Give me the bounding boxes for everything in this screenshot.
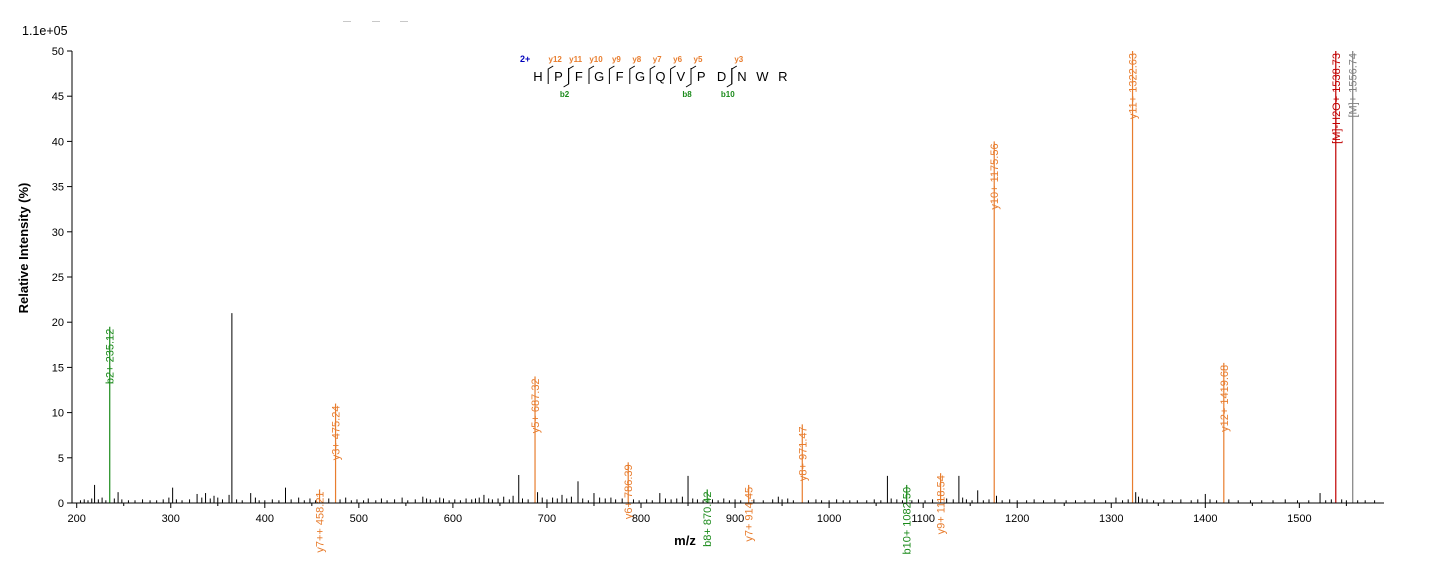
peak-label: y12+ 1419.68 — [1219, 365, 1231, 432]
residue: F — [575, 69, 583, 84]
y-ion-label: y12 — [549, 55, 563, 64]
peak-label: y8+ 971.47 — [797, 426, 809, 481]
y-ion-bracket — [649, 65, 656, 84]
residue: G — [635, 69, 645, 84]
x-tick-label: 600 — [444, 513, 462, 525]
b-ion-label: b8 — [682, 90, 692, 99]
y-tick-label: 10 — [52, 408, 64, 420]
b-ion-label: b2 — [560, 90, 570, 99]
y-ion-label: y8 — [632, 55, 641, 64]
x-tick-label: 1500 — [1287, 513, 1311, 525]
y-tick-label: 40 — [52, 136, 64, 148]
peak-label: y3+ 475.24 — [331, 406, 343, 461]
x-tick-label: 500 — [350, 513, 368, 525]
x-tick-label: 1100 — [911, 513, 935, 525]
peak-label: b10+ 1082.50 — [902, 487, 914, 555]
peak-label: [M]+ 1556.74 — [1348, 53, 1360, 118]
x-tick-label: 300 — [162, 513, 180, 525]
y-ion-label: y3 — [734, 55, 743, 64]
residue: W — [756, 69, 769, 84]
x-tick-label: 1000 — [817, 513, 841, 525]
residue: P — [554, 69, 563, 84]
x-tick-label: 900 — [726, 513, 744, 525]
unlabeled-peaks-group — [79, 313, 1376, 503]
residue: P — [697, 69, 706, 84]
x-tick-label: 800 — [632, 513, 650, 525]
peak-label: [M]-H2O+ 1538.73 — [1331, 53, 1343, 144]
y-tick-label: 15 — [52, 362, 64, 374]
residue: G — [594, 69, 604, 84]
charge-state-label: 2+ — [520, 54, 530, 64]
labeled-peaks-group: b2+ 235.12 y7++ 458.21 y3+ 475.24 y5+ 687.3… — [105, 51, 1360, 555]
y-ion-bracket — [568, 65, 574, 84]
residue: F — [616, 69, 624, 84]
y-ion-bracket — [690, 65, 697, 84]
y-tick-label: 45 — [52, 91, 64, 103]
y-ion-bracket — [629, 65, 636, 84]
y-axis-title: Relative Intensity (%) — [16, 183, 31, 314]
peak-label: b8+ 870.42 — [702, 491, 714, 546]
residue: Q — [655, 69, 665, 84]
y-ion-label: y11 — [569, 55, 582, 64]
y-ion-label: y5 — [694, 55, 703, 64]
intensity-scale-label: 1.1e+05 — [22, 24, 68, 38]
y-ion-bracket — [731, 65, 738, 84]
y-tick-label: 25 — [52, 272, 64, 284]
axes-group: 0 5 10 15 20 25 30 35 40 45 50 200 300 400 500 600 700 80… — [52, 46, 1384, 525]
y-ion-bracket — [608, 65, 615, 84]
residue: N — [737, 69, 746, 84]
x-tick-label: 200 — [68, 513, 86, 525]
x-tick-label: 1300 — [1099, 513, 1123, 525]
b-ion-bracket — [726, 68, 733, 88]
y-ion-bracket — [547, 65, 554, 84]
header-dash-2 — [372, 21, 380, 22]
y-tick-label: 20 — [52, 317, 64, 329]
y-ion-label: y9 — [612, 55, 621, 64]
b-ion-bracket — [685, 68, 692, 88]
residue: V — [676, 69, 685, 84]
residue: D — [717, 69, 726, 84]
peak-label: y10+ 1175.56 — [989, 143, 1001, 209]
x-tick-label: 1400 — [1193, 513, 1217, 525]
header-dash-3 — [400, 21, 408, 22]
y-ion-bracket — [670, 65, 676, 84]
peak-label: y7+ 914.45 — [744, 487, 756, 542]
y-tick-label: 5 — [58, 453, 64, 465]
residue: H — [533, 69, 542, 84]
peak-label: y7++ 458.21 — [315, 491, 327, 552]
b-ion-bracket — [563, 68, 570, 88]
x-axis-title: m/z — [674, 533, 696, 548]
y-ion-label: y7 — [653, 55, 662, 64]
peak-label: b2+ 235.12 — [105, 329, 117, 384]
x-tick-label: 700 — [538, 513, 556, 525]
peak-label: y9+ 1118.54 — [936, 475, 948, 534]
b-ion-label: b10 — [721, 90, 735, 99]
y-ion-label: y6 — [673, 55, 682, 64]
y-tick-label: 50 — [52, 46, 64, 58]
x-tick-label: 1200 — [1005, 513, 1029, 525]
peak-label: y6+ 786.39 — [623, 464, 635, 519]
y-tick-label: 30 — [52, 227, 64, 239]
peak-label: y11+ 1322.63 — [1128, 53, 1140, 119]
x-tick-label: 400 — [256, 513, 274, 525]
header-dash-1 — [343, 21, 351, 22]
y-ion-bracket — [588, 65, 595, 84]
y-tick-label: 0 — [58, 498, 64, 510]
y-tick-label: 35 — [52, 182, 64, 194]
peak-label: y5+ 687.32 — [530, 378, 542, 433]
y-ion-label: y10 — [589, 55, 603, 64]
residue: R — [778, 69, 787, 84]
